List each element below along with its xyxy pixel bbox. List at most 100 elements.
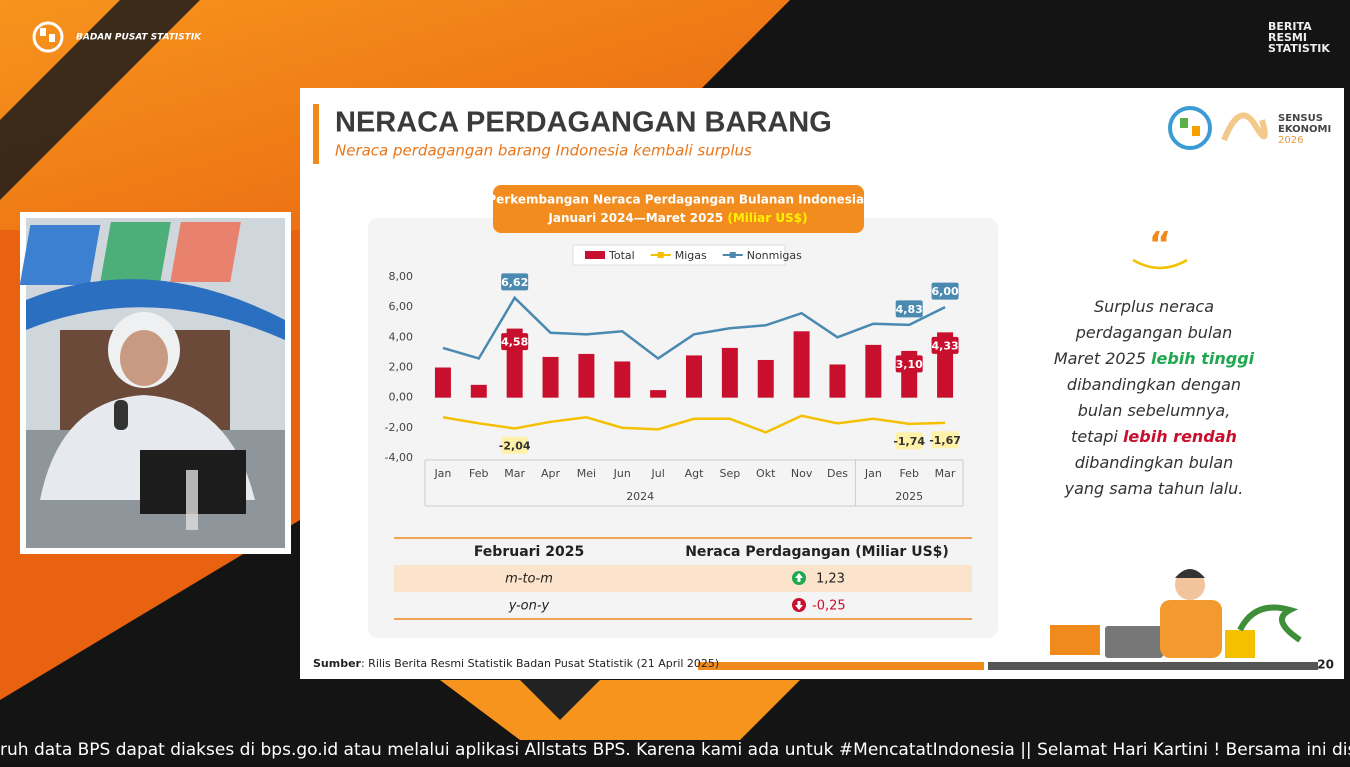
y-tick-label: 4,00 (389, 330, 414, 343)
quote-line: yang sama tahun lalu. (1064, 479, 1244, 498)
table-cell: -0,25 (812, 599, 846, 614)
webcam-video (19, 218, 285, 548)
table-cell: m-to-m (505, 572, 553, 587)
quote-line: bulan sebelumnya, (1078, 401, 1231, 420)
quote-mark: “ (1149, 225, 1171, 265)
footer-bar (698, 662, 984, 670)
quote-line: tetapi lebih rendah (1071, 427, 1237, 446)
data-label-bg (895, 300, 923, 318)
x-tick-label: Apr (541, 467, 561, 480)
x-tick-label: Jan (433, 467, 451, 480)
quote-line: dibandingkan bulan (1075, 453, 1234, 472)
source-label: Sumber (313, 657, 362, 670)
quote-line: Maret 2025 lebih tinggi (1054, 349, 1255, 368)
data-label-bg (501, 436, 529, 454)
legend-swatch (657, 252, 664, 258)
y-tick-label: 0,00 (389, 391, 414, 404)
chart-unit: (Miliar US$) (727, 211, 807, 225)
x-tick-label: Okt (756, 467, 776, 480)
x-tick-label: Feb (899, 467, 918, 480)
legend (572, 244, 786, 266)
bar (650, 390, 667, 398)
data-label: -1,67 (929, 434, 961, 447)
data-label: 4,33 (931, 339, 958, 352)
bar (721, 347, 738, 398)
quote-text: bulan sebelumnya, (1078, 401, 1231, 420)
quote-text: dibandingkan dengan (1067, 375, 1241, 394)
x-tick-label: Mei (577, 467, 596, 480)
logo-text: EKONOMI (1278, 124, 1331, 135)
chart-title-box (493, 185, 864, 233)
quote-text: perdagangan bulan (1075, 323, 1233, 342)
sensus-logo (1168, 106, 1268, 150)
table-cell: 1,23 (816, 572, 845, 587)
x-tick-label: Des (827, 467, 848, 480)
data-label-bg (931, 431, 959, 449)
page-number: 20 (1317, 658, 1334, 672)
bar (829, 364, 846, 398)
logo-text: SENSUS (1278, 113, 1323, 124)
bg-stripe (440, 680, 800, 740)
bar (614, 361, 631, 398)
legend-swatch (729, 252, 736, 258)
table-header: Neraca Perdagangan (Miliar US$) (685, 544, 949, 560)
logo-text: 2026 (1278, 135, 1303, 146)
legend-swatch (585, 251, 605, 259)
data-label: -2,04 (499, 439, 531, 452)
quote-text: lebih tinggi (1151, 349, 1255, 368)
bar (470, 384, 487, 398)
source-text: : Rilis Berita Resmi Statistik Badan Pus… (361, 657, 719, 670)
bar (542, 356, 559, 398)
y-tick-label: 6,00 (389, 300, 414, 313)
x-tick-label: Jul (650, 467, 664, 480)
x-tick-label: Mar (504, 467, 525, 480)
x-tick-label: Jun (613, 467, 631, 480)
x-tick-label: Feb (469, 467, 488, 480)
illustration (1050, 569, 1302, 658)
x-tick-label: Jan (864, 467, 882, 480)
line (442, 295, 946, 360)
quote-text: Maret 2025 (1054, 349, 1151, 368)
news-ticker: ruh data BPS dapat diakses di bps.go.id … (0, 740, 1350, 760)
year-label: 2024 (626, 490, 654, 503)
data-label-bg (931, 336, 959, 354)
x-tick-label: Agt (685, 467, 705, 480)
year-label: 2025 (895, 490, 923, 503)
data-label-bg (501, 333, 529, 351)
bg-stripe (520, 680, 600, 720)
quote-text: tetapi (1071, 427, 1123, 446)
y-tick-label: 2,00 (389, 361, 414, 374)
x-tick-label: Sep (719, 467, 740, 480)
x-tick-label: Mar (935, 467, 956, 480)
quote-accent (1132, 258, 1188, 270)
quote-line: Surplus neraca (1094, 297, 1214, 316)
quote-text: dibandingkan bulan (1075, 453, 1234, 472)
brand: STATISTIK (1268, 42, 1330, 55)
legend-label: Total (608, 249, 635, 262)
bar (434, 367, 451, 398)
brand: RESMI (1268, 31, 1307, 44)
chart-title: Januari 2024—Maret 2025 (Miliar US$) (547, 211, 807, 225)
quote-text: Surplus neraca (1094, 297, 1214, 316)
quote-line: perdagangan bulan (1075, 323, 1233, 342)
bar (793, 331, 810, 398)
data-label: 4,58 (501, 336, 528, 349)
title-accent (313, 104, 319, 164)
y-tick-label: 8,00 (389, 270, 414, 283)
bar (757, 359, 774, 398)
legend-label: Migas (675, 249, 707, 262)
chart-panel (368, 218, 998, 638)
bar (578, 353, 595, 398)
source: Sumber: Rilis Berita Resmi Statistik Bad… (313, 657, 719, 670)
data-label: 3,10 (896, 358, 923, 371)
up-icon (795, 573, 803, 582)
table-cell: y-on-y (508, 599, 550, 614)
slide-subtitle: Neraca perdagangan barang Indonesia kemb… (335, 142, 752, 160)
brand: BERITA (1268, 20, 1312, 33)
footer-bar (988, 662, 1318, 670)
bg-stripe (0, 0, 200, 200)
slide-title: NERACA PERDAGANGAN BARANG (335, 107, 832, 139)
data-label: 4,83 (896, 303, 923, 316)
bps-logo (32, 21, 64, 53)
